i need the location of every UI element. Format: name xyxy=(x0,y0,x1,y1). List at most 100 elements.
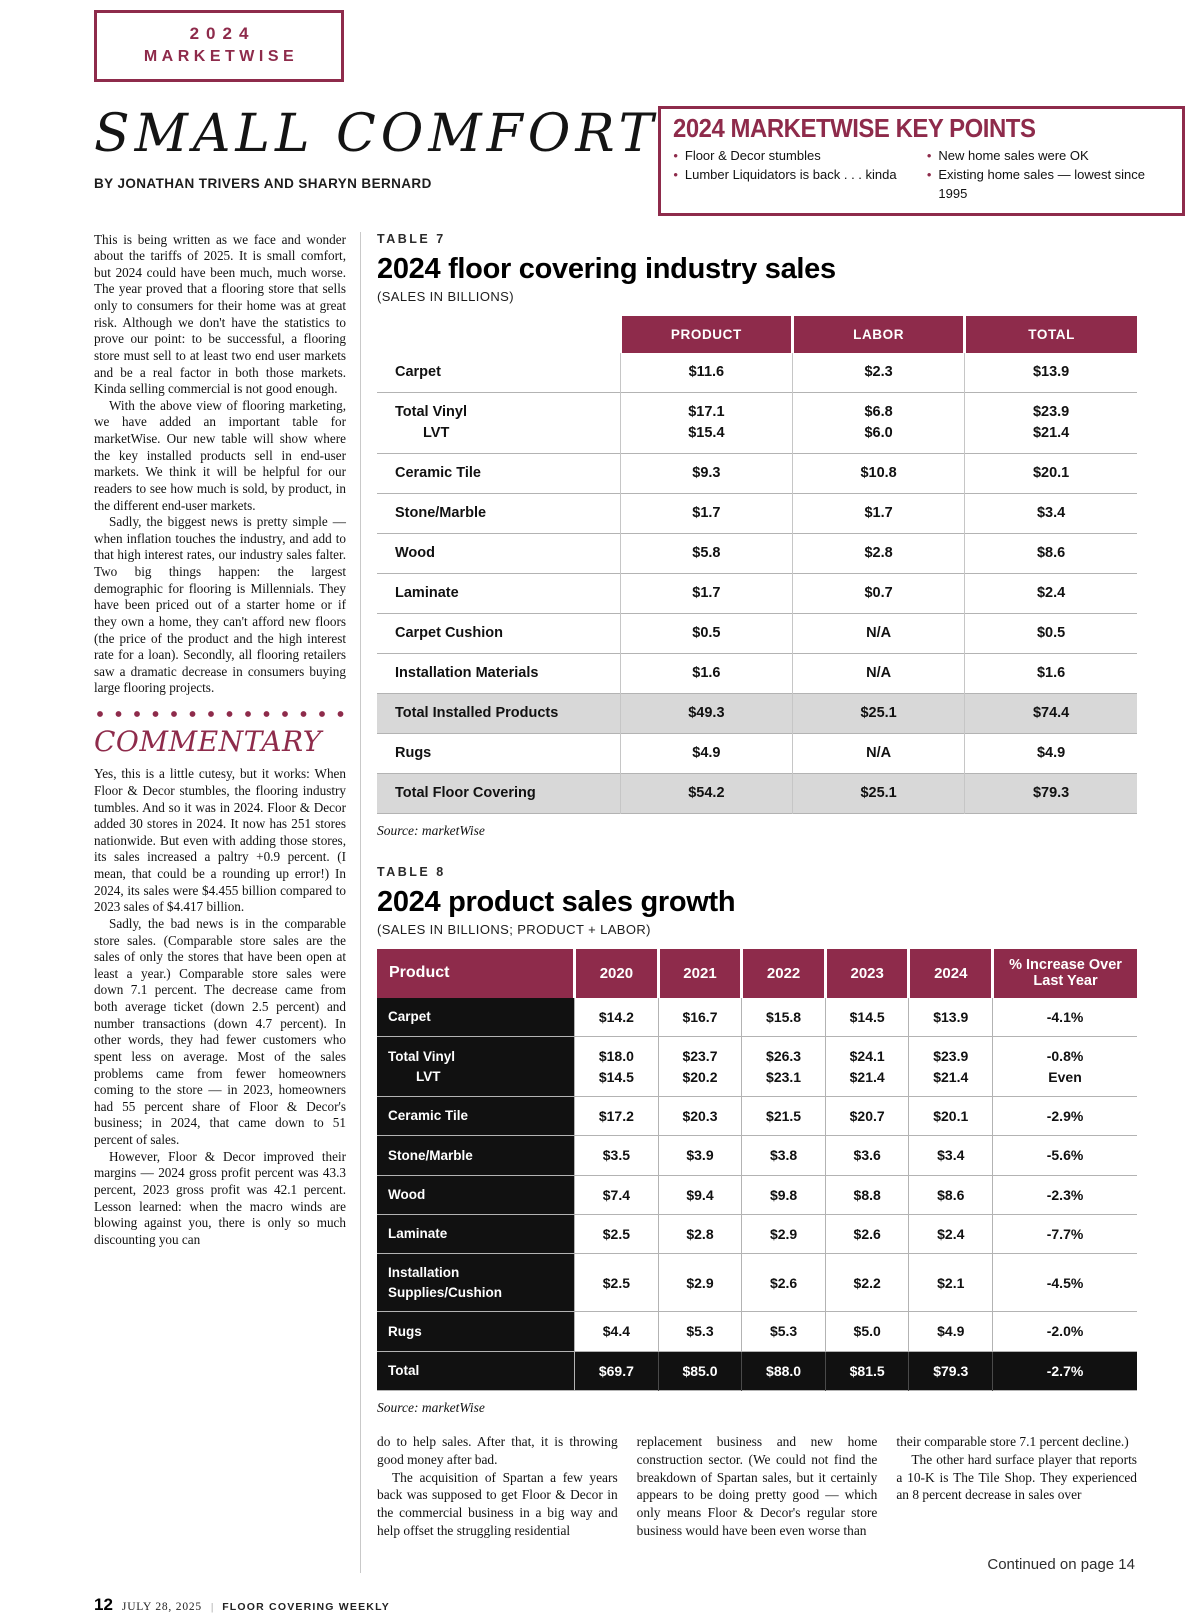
magazine-page: 2024 MARKETWISE SMALL COMFORT BY JONATHA… xyxy=(94,10,1186,1614)
cell-value: $79.3 xyxy=(908,1351,993,1391)
page-headline: SMALL COMFORT xyxy=(94,104,659,164)
cell-value: $2.3 xyxy=(791,352,965,393)
cell-value: $3.9 xyxy=(657,1135,742,1176)
paragraph: replacement business and new home constr… xyxy=(636,1433,878,1538)
row-label: Installation Materials xyxy=(395,664,539,681)
cell-value: -0.8% Even xyxy=(992,1036,1137,1097)
table8-header-2020: 2020 xyxy=(573,948,659,999)
cell-value: $2.1 xyxy=(908,1253,993,1312)
continuation-text-columns: do to help sales. After that, it is thro… xyxy=(377,1433,1137,1540)
cell-value: $20.7 xyxy=(824,1096,909,1136)
cell-value: $9.8 xyxy=(741,1175,826,1215)
table-row: Installation Materials $1.6 N/A $1.6 xyxy=(377,653,1137,694)
table7-header-empty xyxy=(377,316,620,353)
cell-value: $5.0 xyxy=(824,1311,909,1352)
cell-value: $3.8 xyxy=(741,1135,826,1176)
row-label: Carpet xyxy=(377,998,576,1037)
tables-column: TABLE 7 2024 floor covering industry sal… xyxy=(360,231,1137,1573)
cell-value: $8.6 xyxy=(908,1175,993,1215)
cell-value: -2.9% xyxy=(992,1096,1137,1136)
cell-value: -2.0% xyxy=(992,1311,1137,1352)
cell-value: $2.4 xyxy=(964,573,1137,614)
table-row: Rugs $4.4 $5.3 $5.3 $5.0 $4.9 -2.0% xyxy=(377,1311,1137,1352)
row-label: Laminate xyxy=(377,1214,576,1254)
row-label: Laminate xyxy=(395,584,459,601)
paragraph: do to help sales. After that, it is thro… xyxy=(377,1433,618,1467)
cell-value: $88.0 xyxy=(741,1351,826,1391)
row-label: Wood xyxy=(395,544,435,561)
cell-value: $14.2 xyxy=(574,998,659,1037)
table-row: Carpet $11.6 $2.3 $13.9 xyxy=(377,352,1137,393)
table-row: Ceramic Tile $17.2 $20.3 $21.5 $20.7 $20.1 -2.… xyxy=(377,1096,1137,1136)
key-points-columns: • Floor & Decor stumbles • Lumber Liquidato… xyxy=(673,147,1170,204)
cell-value: $7.4 xyxy=(574,1175,659,1215)
cell-value: $25.1 xyxy=(791,693,965,734)
table-row: Wood $5.8 $2.8 $8.6 xyxy=(377,533,1137,574)
table7-title: 2024 floor covering industry sales xyxy=(377,252,836,285)
cell-value: -5.6% xyxy=(992,1135,1137,1176)
cell-value: $0.7 xyxy=(791,573,965,614)
cell-value: N/A xyxy=(791,613,965,654)
dotted-divider xyxy=(96,710,344,719)
row-label: Rugs xyxy=(377,1311,576,1352)
table7-header-product: PRODUCT xyxy=(618,315,793,353)
cell-value: $49.3 xyxy=(619,693,793,734)
cell-value: $0.5 xyxy=(964,613,1137,654)
table-row: Total Vinyl LVT $17.1 $15.4 $6.8 $6.0 $23.9 $21… xyxy=(377,392,1137,454)
table8-header-product: Product xyxy=(377,948,575,999)
cell-value: $4.4 xyxy=(574,1311,659,1352)
table-row: Total $69.7 $85.0 $88.0 $81.5 $79.3 -2.7% xyxy=(377,1351,1137,1391)
bullet-icon: • xyxy=(926,166,932,182)
key-points-box: 2024 MARKETWISE KEY POINTS • Floor & Deco… xyxy=(658,106,1186,216)
cell-value: $0.5 xyxy=(619,613,793,654)
cell-value: $17.1 $15.4 xyxy=(619,392,793,454)
table8-label: TABLE 8 xyxy=(377,864,446,879)
cell-value: $26.3 $23.1 xyxy=(741,1036,826,1097)
cell-value: $1.6 xyxy=(619,653,793,694)
table8-section: TABLE 8 2024 product sales growth (SALES… xyxy=(377,865,1137,1416)
cell-value: $20.3 xyxy=(657,1096,742,1136)
cell-value: $6.8 $6.0 xyxy=(791,392,965,454)
cell-value: $1.7 xyxy=(619,493,793,534)
bullet-icon: • xyxy=(673,148,678,163)
cell-value: $1.7 xyxy=(791,493,965,534)
key-points-title: 2024 MARKETWISE KEY POINTS xyxy=(673,113,1036,143)
cell-value: $69.7 xyxy=(574,1351,659,1391)
continuation-column: replacement business and new home constr… xyxy=(637,1433,878,1540)
masthead-year: 2024 xyxy=(189,24,256,43)
table-row: Carpet Cushion $0.5 N/A $0.5 xyxy=(377,613,1137,654)
cell-value: $3.4 xyxy=(908,1135,993,1176)
paragraph: The other hard surface player that repor… xyxy=(896,1451,1138,1503)
cell-value: $24.1 $21.4 xyxy=(824,1036,909,1097)
key-point-item: • Floor & Decor stumbles xyxy=(673,147,917,166)
row-label: Stone/Marble xyxy=(395,504,487,521)
row-label: Ceramic Tile xyxy=(377,1096,576,1136)
row-label: Carpet xyxy=(395,363,441,380)
cell-value: $3.4 xyxy=(964,493,1137,534)
footer-separator: | xyxy=(210,1600,214,1613)
cell-value: $3.5 xyxy=(574,1135,659,1176)
paragraph: The acquisition of Spartan a few years b… xyxy=(377,1469,618,1538)
cell-value: $23.7 $20.2 xyxy=(657,1036,742,1097)
cell-value: $2.5 xyxy=(574,1214,659,1254)
cell-value: $3.6 xyxy=(824,1135,909,1176)
cell-value: $2.2 xyxy=(824,1253,909,1312)
table-row: Total Vinyl LVT $18.0 $14.5 $23.7 $20.2 $26.3 $… xyxy=(377,1036,1137,1097)
key-point-item: • New home sales were OK xyxy=(927,147,1171,166)
cell-value: $2.8 xyxy=(657,1214,742,1254)
table7-section: TABLE 7 2024 floor covering industry sal… xyxy=(377,232,1137,839)
table8-header-2021: 2021 xyxy=(656,948,742,999)
cell-value: $13.9 xyxy=(908,998,993,1037)
table7-header: PRODUCT LABOR TOTAL xyxy=(377,315,1137,353)
table-row: Ceramic Tile $9.3 $10.8 $20.1 xyxy=(377,453,1137,494)
paragraph: With the above view of flooring marketin… xyxy=(94,397,346,513)
cell-value: $85.0 xyxy=(657,1351,742,1391)
cell-value: $17.2 xyxy=(574,1096,659,1136)
row-label: Rugs xyxy=(395,744,432,761)
cell-value: $1.6 xyxy=(964,653,1137,694)
table-row: Laminate $2.5 $2.8 $2.9 $2.6 $2.4 -7.7% xyxy=(377,1214,1137,1254)
cell-value: $2.9 xyxy=(741,1214,826,1254)
main-content: This is being written as we face and won… xyxy=(94,231,1137,1573)
table-row: Laminate $1.7 $0.7 $2.4 xyxy=(377,573,1137,614)
row-label: Total xyxy=(377,1351,576,1391)
